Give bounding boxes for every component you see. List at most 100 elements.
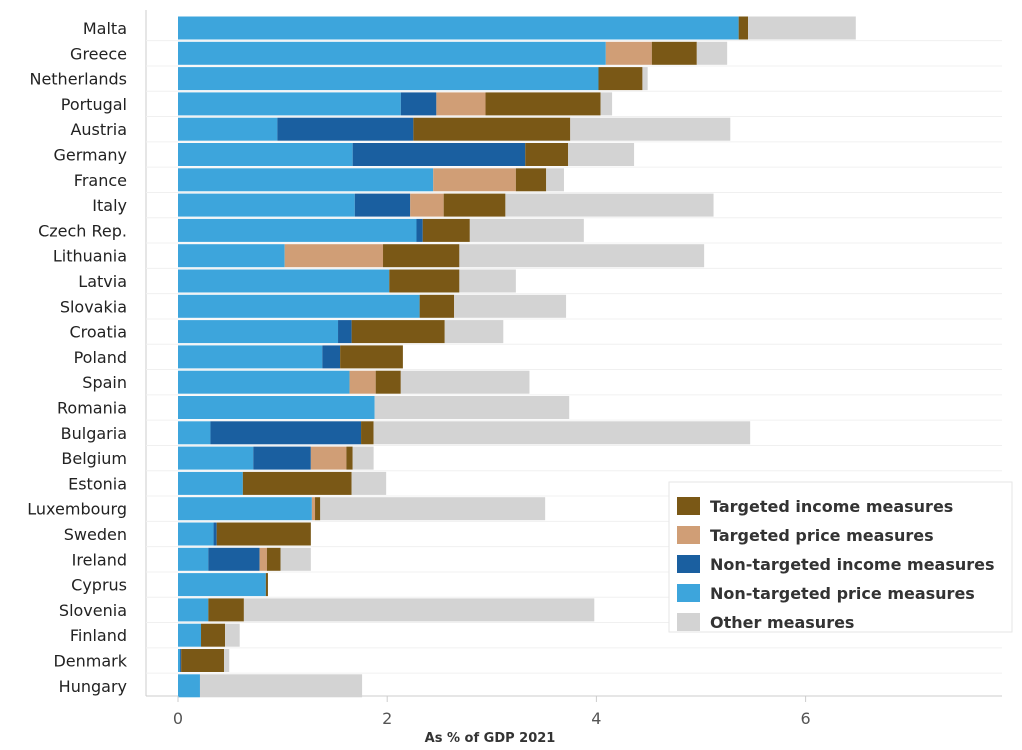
bar-segment bbox=[178, 674, 200, 698]
bar-segment bbox=[400, 92, 437, 116]
category-label: Croatia bbox=[69, 323, 127, 342]
bar-segment bbox=[216, 522, 311, 546]
bar-segment bbox=[410, 193, 444, 217]
bar-segment bbox=[178, 623, 202, 647]
bar-segment bbox=[213, 522, 217, 546]
category-label: Finland bbox=[70, 626, 127, 645]
x-axis-title: As % of GDP 2021 bbox=[425, 731, 556, 746]
category-label: Portugal bbox=[61, 95, 127, 114]
bar-segment bbox=[284, 244, 384, 268]
bar-segment bbox=[178, 547, 209, 571]
bar-segment bbox=[696, 41, 728, 65]
bar-segment bbox=[208, 547, 260, 571]
category-label: Ireland bbox=[72, 550, 127, 569]
bar-segment bbox=[178, 218, 417, 242]
legend-label: Targeted income measures bbox=[710, 497, 953, 516]
bar-segment bbox=[243, 598, 595, 622]
x-tick-label: 0 bbox=[173, 709, 183, 728]
x-tick-label: 6 bbox=[801, 709, 811, 728]
category-label: Sweden bbox=[64, 525, 127, 544]
bar-segment bbox=[351, 320, 445, 344]
category-label: Estonia bbox=[68, 474, 127, 493]
bar-segment bbox=[738, 16, 749, 40]
category-label: Hungary bbox=[59, 677, 127, 696]
category-label: Austria bbox=[70, 120, 127, 139]
bar-segment bbox=[419, 294, 455, 318]
category-label: Spain bbox=[82, 373, 127, 392]
bar-segment bbox=[277, 117, 414, 141]
bar-segment bbox=[416, 218, 423, 242]
category-label: Germany bbox=[53, 146, 127, 165]
x-tick-label: 4 bbox=[591, 709, 601, 728]
bar-segment bbox=[178, 370, 350, 394]
bar-segment bbox=[373, 421, 751, 445]
category-label: Romania bbox=[57, 399, 127, 418]
bar-segment bbox=[199, 674, 363, 698]
bar-segment bbox=[178, 117, 278, 141]
category-labels: Malta Greece Netherlands Portugal Austria Ger… bbox=[27, 19, 127, 696]
category-label: Luxembourg bbox=[27, 500, 127, 519]
bar-segment bbox=[178, 92, 401, 116]
bar-segment bbox=[389, 269, 460, 293]
bar-segment bbox=[374, 396, 570, 419]
bar-segment bbox=[351, 471, 387, 495]
bar-segment bbox=[400, 370, 530, 394]
bar-segment bbox=[459, 269, 516, 293]
bar-segment bbox=[354, 193, 411, 217]
legend-swatch bbox=[677, 497, 700, 515]
bar-segment bbox=[469, 218, 584, 242]
category-label: Cyprus bbox=[71, 576, 127, 595]
bar-segment bbox=[178, 446, 254, 470]
bar-segment bbox=[178, 396, 375, 419]
category-label: Italy bbox=[92, 196, 127, 215]
bar-segment bbox=[180, 649, 182, 672]
bar-segment bbox=[605, 41, 652, 65]
bar-segment bbox=[181, 649, 225, 672]
bar-segment bbox=[570, 117, 731, 141]
legend-label: Non-targeted price measures bbox=[710, 584, 975, 603]
legend-swatch bbox=[677, 526, 700, 544]
category-label: Slovakia bbox=[60, 297, 127, 316]
bar-segment bbox=[651, 41, 697, 65]
bar-segment bbox=[338, 320, 352, 344]
bar-segment bbox=[280, 547, 311, 571]
bar-segment bbox=[436, 92, 486, 116]
category-label: Poland bbox=[74, 348, 127, 367]
bar-segment bbox=[600, 92, 613, 116]
bar-segment bbox=[598, 67, 643, 91]
category-label: Slovenia bbox=[59, 601, 127, 620]
bar-segment bbox=[178, 598, 209, 622]
bar-segment bbox=[346, 446, 353, 470]
bar-segment bbox=[349, 370, 376, 394]
category-label: Denmark bbox=[53, 652, 127, 671]
bar-segment bbox=[361, 421, 374, 445]
bar-segment bbox=[413, 117, 571, 141]
bar-segment bbox=[259, 547, 267, 571]
bar-segment bbox=[178, 497, 312, 521]
bar-segment bbox=[178, 16, 739, 40]
x-axis-ticks: 0 2 4 6 bbox=[173, 696, 811, 728]
bar-segment bbox=[433, 168, 516, 192]
category-label: Belgium bbox=[61, 449, 127, 468]
bar-segment bbox=[515, 168, 547, 192]
bar-segment bbox=[178, 294, 420, 318]
bar-segment bbox=[642, 67, 648, 91]
bar-segment bbox=[242, 471, 352, 495]
bar-segment bbox=[208, 598, 244, 622]
bar-segment bbox=[422, 218, 470, 242]
bar-segment bbox=[320, 497, 546, 521]
category-label: Bulgaria bbox=[61, 424, 127, 443]
bar-segment bbox=[459, 244, 705, 268]
bar-segment bbox=[201, 623, 226, 647]
category-label: Lithuania bbox=[53, 247, 127, 266]
bar-segment bbox=[210, 421, 362, 445]
category-label: Malta bbox=[83, 19, 127, 38]
bar-segment bbox=[178, 522, 214, 546]
bar-segment bbox=[454, 294, 567, 318]
bar-segment bbox=[265, 573, 268, 597]
legend-swatch bbox=[677, 584, 700, 602]
bar-segment bbox=[178, 41, 606, 65]
category-label: Greece bbox=[70, 44, 127, 63]
